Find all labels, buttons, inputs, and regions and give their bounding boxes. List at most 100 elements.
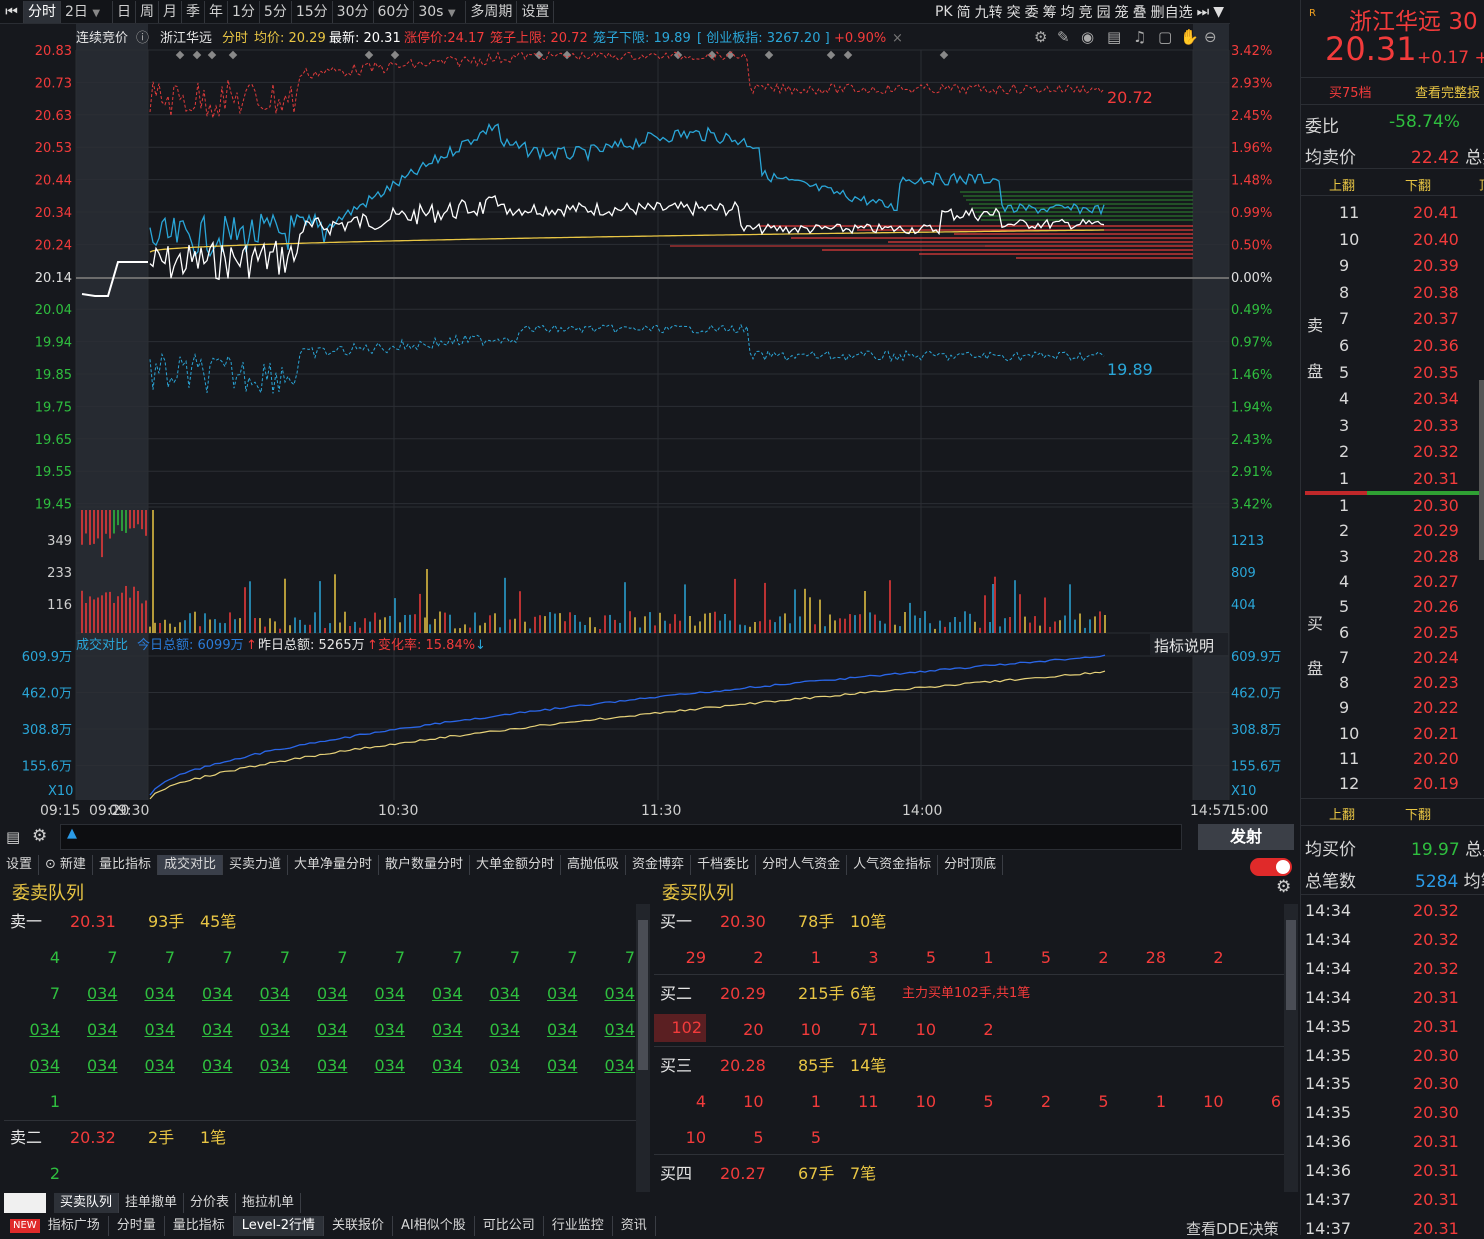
gear-icon[interactable]: ⚙ (1034, 28, 1047, 46)
indicator-tab[interactable]: 大单金额分时 (470, 855, 562, 875)
queue-order-size[interactable]: 034 (86, 1020, 118, 1039)
queue-order-size[interactable]: 2 (1098, 948, 1109, 967)
queue-order-size[interactable]: 2 (753, 948, 764, 967)
sell-level-row[interactable]: 3 20.33 (1301, 416, 1484, 442)
queue-level-row[interactable]: 买一 20.30 78手 10笔 (654, 904, 1284, 940)
queue-order-size[interactable]: 4 (49, 948, 60, 967)
tab-fenshi[interactable]: 分时 (24, 0, 61, 23)
page-up-button[interactable]: 上翻 (1329, 179, 1356, 194)
queue-order-size[interactable]: 5 (983, 1092, 994, 1111)
tool-yuan[interactable]: 园 (1096, 5, 1111, 21)
sell-level-row[interactable]: 1 20.31 (1301, 469, 1484, 495)
indicator-tab[interactable]: 千档委比 (691, 855, 757, 875)
tab-multi-period[interactable]: 多周期 (466, 0, 518, 23)
tool-jun[interactable]: 均 (1060, 5, 1075, 21)
queue-order-size[interactable]: 10 (915, 1020, 936, 1039)
queue-order-size[interactable]: 2 (49, 1164, 60, 1183)
queue-order-size[interactable]: 11 (858, 1092, 879, 1111)
buy-level-row[interactable]: 2 20.29 (1301, 521, 1484, 547)
sell-level-row[interactable]: 9 20.39 (1301, 256, 1484, 282)
buy-level-row[interactable]: 10 20.21 (1301, 724, 1484, 750)
event-marker-icon[interactable] (364, 50, 374, 60)
buy-level-row[interactable]: 9 20.22 (1301, 698, 1484, 724)
queue-order-size[interactable]: 7 (49, 984, 60, 1003)
queue-order-size[interactable]: 10 (743, 1092, 764, 1111)
intraday-chart[interactable]: 连续竞价 ⓘ 浙江华远 分时 均价: 20.29 最新: 20.31 涨停价:2… (0, 24, 1300, 824)
queue-order-size[interactable]: 7 (337, 948, 348, 967)
buy-level-row[interactable]: 7 20.24 (1301, 648, 1484, 674)
hand-icon[interactable]: ✋ (1180, 28, 1199, 46)
tick-row[interactable]: 14:35 20.30 (1301, 1103, 1484, 1129)
buy-level-row[interactable]: 1 20.30 (1301, 496, 1484, 522)
first-page-icon[interactable]: ⏮ (0, 0, 24, 23)
queue-order-size[interactable]: 034 (144, 1020, 175, 1039)
queue-order-size[interactable]: 7 (394, 948, 405, 967)
queue-order-size[interactable]: 034 (546, 1056, 578, 1075)
queue-order-size[interactable]: 7 (567, 948, 578, 967)
tab-60min[interactable]: 60分 (374, 0, 415, 23)
queue-order-size[interactable]: 034 (201, 984, 233, 1003)
queue-order-size[interactable]: 034 (431, 1056, 463, 1075)
buy-queue-scrollbar[interactable] (1284, 904, 1298, 1192)
queue-order-size[interactable]: 034 (489, 984, 520, 1003)
queue-order-size[interactable]: 034 (316, 1020, 348, 1039)
indicator-tab[interactable]: 成交对比 (157, 855, 223, 875)
footer-tab[interactable]: NEW (10, 1219, 40, 1233)
event-marker-icon[interactable] (175, 50, 185, 60)
tab-settings[interactable]: 设置 (517, 0, 555, 23)
pen-icon[interactable]: ✎ (1057, 28, 1070, 46)
dde-decision-link[interactable]: 查看DDE决策 (1186, 1220, 1279, 1238)
queue-order-size[interactable]: 29 (685, 948, 706, 967)
tick-row[interactable]: 14:35 20.30 (1301, 1046, 1484, 1072)
footer-tab[interactable]: 行业监控 (544, 1216, 613, 1236)
tab-year[interactable]: 年 (205, 0, 228, 23)
queue-order-size[interactable]: 034 (259, 1056, 290, 1075)
tool-pk[interactable]: PK (934, 4, 953, 20)
tab-15min[interactable]: 15分 (292, 0, 333, 23)
footer-tab[interactable]: 资讯 (613, 1216, 656, 1236)
queue-order-size[interactable]: 5 (1098, 1092, 1109, 1111)
indicator-help-button[interactable]: 指标说明 (1154, 637, 1214, 655)
indicator-tab[interactable]: 买卖力道 (223, 855, 288, 875)
tab-2day[interactable]: 2日 ▼ (61, 0, 113, 23)
queue-order-size[interactable]: 034 (316, 984, 348, 1003)
tick-row[interactable]: 14:37 20.31 (1301, 1219, 1484, 1235)
tool-wei[interactable]: 委 (1024, 5, 1039, 21)
lock-icon[interactable]: ▢ (1158, 28, 1172, 46)
tick-row[interactable]: 14:36 20.31 (1301, 1132, 1484, 1158)
panel-tab[interactable]: 挂单撤单 (119, 1193, 185, 1213)
buy-level-row[interactable]: 8 20.23 (1301, 673, 1484, 699)
queue-order-size[interactable]: 7 (279, 948, 290, 967)
queue-order-size[interactable]: 6 (1270, 1092, 1281, 1111)
page-down-button[interactable]: 下翻 (1405, 179, 1432, 194)
queue-order-size[interactable]: 034 (86, 1056, 118, 1075)
tick-row[interactable]: 14:34 20.32 (1301, 959, 1484, 985)
dropdown-icon[interactable]: ▼ (92, 7, 101, 19)
tick-row[interactable]: 14:35 20.30 (1301, 1074, 1484, 1100)
queue-order-size[interactable]: 1 (810, 948, 821, 967)
indicator-tab[interactable]: 分时人气资金 (756, 855, 848, 875)
indicator-tab[interactable]: 设置 (0, 855, 40, 875)
footer-tab[interactable]: 量比指标 (165, 1216, 234, 1236)
indicator-tab[interactable]: 量比指标 (93, 855, 158, 875)
queue-order-size[interactable]: 034 (489, 1056, 520, 1075)
full-quote-button[interactable]: 查看完整报 (1415, 86, 1481, 101)
tick-row[interactable]: 14:36 20.31 (1301, 1161, 1484, 1187)
tool-long[interactable]: 笼 (1114, 5, 1129, 21)
footer-tab[interactable]: Level-2行情 (233, 1216, 325, 1236)
queue-order-size[interactable]: 28 (1145, 948, 1166, 967)
page-down-button-2[interactable]: 下翻 (1405, 808, 1432, 823)
eye-icon[interactable]: ◉ (1081, 28, 1094, 46)
chart-canvas[interactable]: 连续竞价 ⓘ 浙江华远 分时 均价: 20.29 最新: 20.31 涨停价:2… (0, 24, 1300, 824)
queue-order-size[interactable]: 034 (374, 1020, 405, 1039)
panel-tab[interactable]: 分价表 (184, 1193, 237, 1213)
queue-order-size[interactable]: 5 (810, 1128, 821, 1147)
footer-tab[interactable]: 指标广场 (40, 1216, 109, 1236)
indicator-tab[interactable]: 大单净量分时 (288, 855, 379, 875)
queue-order-size[interactable]: 102 (654, 1014, 706, 1042)
footer-tab[interactable]: 关联报价 (324, 1216, 394, 1236)
queue-level-row[interactable]: 卖一 20.31 93手 45笔 (4, 904, 636, 940)
queue-order-size[interactable]: 1 (1155, 1092, 1166, 1111)
tab-season[interactable]: 季 (182, 0, 205, 23)
queue-order-size[interactable]: 034 (86, 984, 118, 1003)
